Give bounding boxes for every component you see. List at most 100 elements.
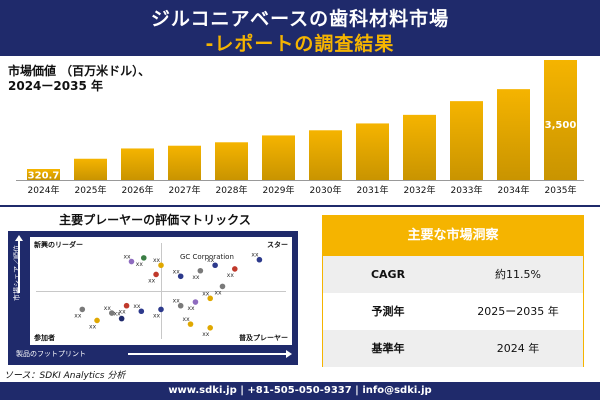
matrix-point-label: xx (202, 290, 210, 297)
matrix-point-label: xx (148, 277, 156, 284)
bar-2032年 (403, 114, 436, 180)
matrix-point (123, 302, 130, 309)
matrix-point (177, 302, 184, 309)
bar-2024年 (27, 169, 60, 180)
matrix-point (128, 258, 135, 265)
matrix-point-label: xx (114, 311, 122, 318)
x-tick-label: 2032年 (404, 184, 436, 196)
matrix-x-axis-label: 製品のフットプリント (16, 350, 86, 358)
matrix-point-label: xx (202, 331, 210, 338)
matrix-point (197, 267, 204, 274)
bar-2030年 (309, 130, 342, 180)
insight-value: 約11.5% (495, 268, 541, 281)
quadrant-stars: スター (267, 241, 288, 249)
source-note: ソース：SDKI Analytics 分析 (4, 371, 126, 381)
x-tick-label: 2031年 (357, 184, 389, 196)
data-label: 320.7 (28, 171, 60, 182)
chart-unit-line2: 2024ー2035 年 (8, 79, 103, 93)
y-axis-arrow (15, 235, 23, 293)
matrix-point-label: xx (173, 268, 181, 275)
x-tick-label: 2025年 (75, 184, 107, 196)
matrix-point-label: xx (251, 252, 259, 259)
matrix-point (212, 262, 218, 269)
highlight-player-label: GC Corporation (180, 253, 234, 261)
matrix-point (177, 273, 184, 280)
matrix-point (232, 266, 238, 272)
report-header: ジルコニアベースの歯科材料市場 -レポートの調査結果 (0, 0, 600, 56)
bar-2025年 (74, 158, 107, 180)
x-tick-label: 2026年 (122, 184, 154, 196)
chart-unit-label: 市場価値 （百万米ドル）、 2024ー2035 年 (8, 64, 150, 94)
matrix-point-label: xx (227, 272, 235, 279)
quadrant-pervasive-players: 普及プレーヤー (239, 334, 288, 342)
player-matrix: xx xx xx xx xx xx xx xx xx xx xx xx xx xx xx xx xx xx xx xx… (8, 231, 298, 365)
chart-unit-line1: 市場価値 （百万米ドル）、 (8, 64, 151, 78)
insight-key: 予測年 (371, 305, 405, 318)
insight-row-cagr: CAGR 約11.5% (323, 256, 583, 293)
bar-2031年 (356, 123, 389, 180)
bar-2033年 (450, 101, 483, 180)
x-tick-label: 2024年 (28, 184, 60, 196)
matrix-points: xxxxxxxxxxxxxxxxxxxxxxxxxxxxxxxxxxxxxxxx… (74, 252, 263, 338)
bar-2027年 (168, 145, 201, 180)
bar-2029年 (262, 135, 295, 180)
insights-title: 主要な市場洞察 (323, 216, 583, 256)
matrix-point (158, 262, 164, 269)
matrix-point (207, 295, 213, 302)
x-tick-label: 2028年 (216, 184, 248, 196)
matrix-point (153, 271, 159, 278)
matrix-point (140, 255, 147, 261)
matrix-point (158, 306, 164, 313)
section-divider (0, 205, 600, 207)
matrix-point-label: xx (89, 323, 97, 330)
matrix-point (94, 317, 100, 324)
matrix-point (118, 315, 125, 322)
matrix-point (138, 308, 145, 315)
insight-value: 2025ー2035 年 (477, 305, 559, 318)
matrix-title: 主要プレーヤーの評価マトリックス (59, 213, 251, 227)
matrix-point-label: xx (153, 312, 161, 319)
data-label: 3,500 (545, 120, 577, 131)
matrix-point (187, 321, 194, 327)
matrix-point-label: xx (207, 257, 215, 264)
matrix-point (192, 299, 199, 305)
x-tick-label: 2027年 (169, 184, 201, 196)
market-value-bar-chart: 2024年 320.7 2025年 2026年 2027年 2028年 2029年 2030年… (16, 60, 584, 196)
bar-2026年 (121, 148, 154, 180)
insight-row-base-year: 基準年 2024 年 (323, 330, 583, 367)
insight-value: 2024 年 (496, 342, 540, 355)
matrix-point-label: xx (187, 305, 195, 312)
matrix-point-label: xx (74, 312, 82, 319)
contact-footer: www.sdki.jp | +81-505-050-9337 | info@sd… (0, 382, 600, 400)
market-insights-panel: 主要な市場洞察 CAGR 約11.5% 予測年 2025ー2035 年 基準年 … (322, 215, 584, 367)
report-subtitle: -レポートの調査結果 (205, 33, 395, 55)
matrix-horizontal-divider (36, 291, 286, 292)
matrix-point-label: xx (104, 305, 112, 312)
bar-2035年 (544, 60, 577, 180)
matrix-point-label: xx (215, 289, 223, 296)
matrix-point (219, 283, 226, 290)
matrix-point-label: xx (153, 257, 161, 264)
x-tick-label: 2034年 (498, 184, 530, 196)
matrix-y-axis-label: 市場シェア／順位 (13, 245, 21, 301)
matrix-point-label: xx (173, 298, 181, 305)
x-axis-arrow (128, 350, 292, 358)
report-title: ジルコニアベースの歯科材料市場 (150, 8, 450, 30)
matrix-plot-area: xx xx xx xx xx xx xx xx xx xx xx xx xx xx xx xx xx xx xx xx… (30, 237, 292, 345)
insight-row-forecast: 予測年 2025ー2035 年 (323, 293, 583, 330)
bar-2028年 (215, 142, 248, 180)
matrix-point-label: xx (123, 254, 131, 261)
matrix-point-label: xx (183, 316, 191, 323)
quadrant-participants: 参加者 (34, 334, 55, 342)
insight-key: CAGR (370, 268, 406, 281)
insight-key: 基準年 (371, 342, 405, 355)
matrix-point (109, 310, 115, 316)
bar-2034年 (497, 89, 530, 180)
matrix-point-label: xx (119, 309, 127, 316)
x-tick-label: 2030年 (310, 184, 342, 196)
matrix-point-label: xx (133, 303, 141, 310)
matrix-point (207, 325, 213, 331)
matrix-point-label: xx (136, 261, 144, 268)
matrix-point-label: xx (192, 274, 200, 281)
x-tick-label: 2035年 (545, 184, 577, 196)
